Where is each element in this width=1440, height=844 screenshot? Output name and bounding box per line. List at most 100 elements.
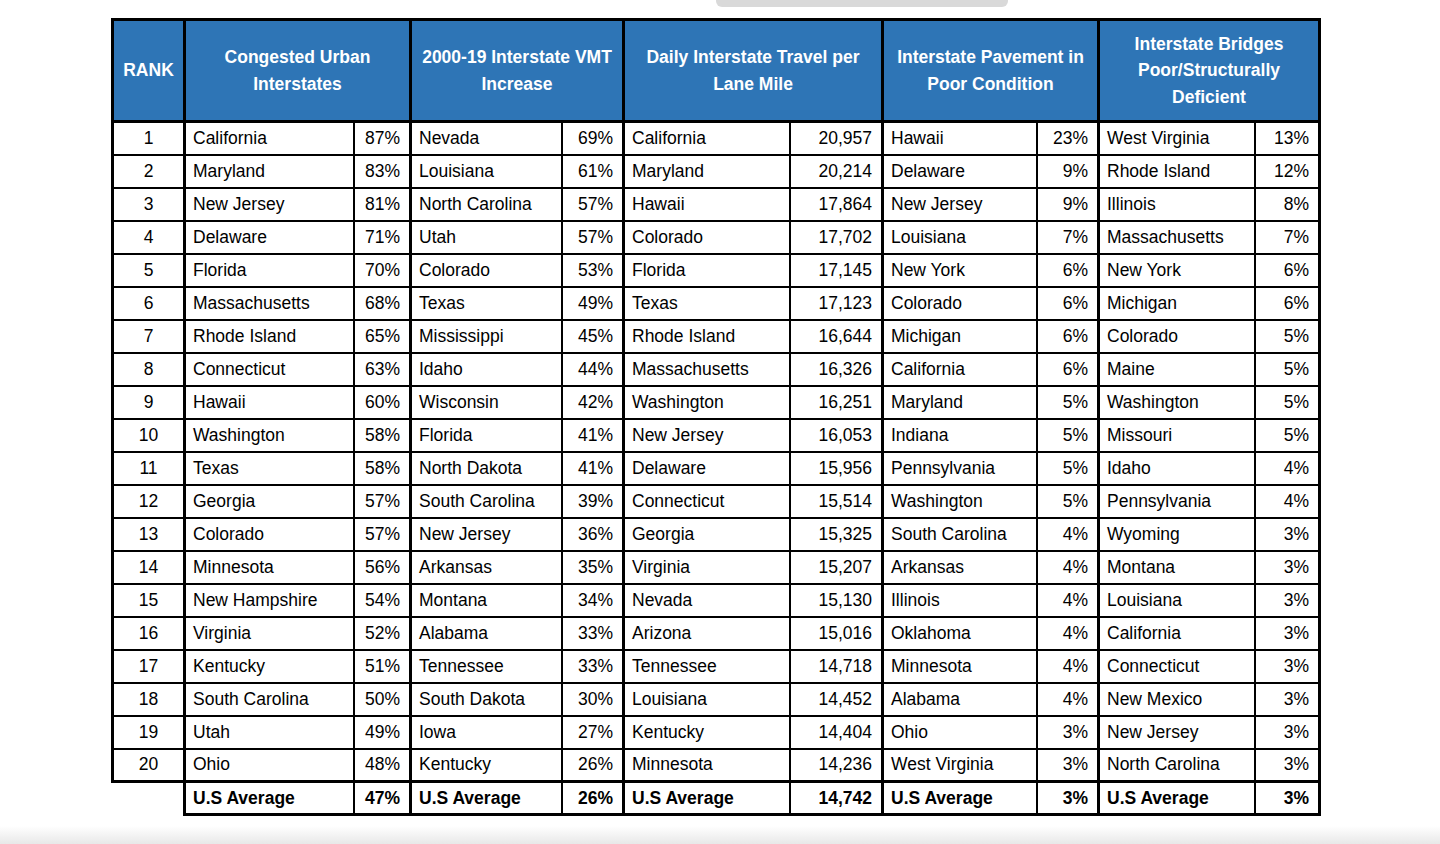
state-cell: Kentucky (185, 650, 354, 683)
value-cell: 61% (562, 155, 624, 188)
value-cell: 60% (354, 386, 411, 419)
value-cell: 9% (1037, 188, 1099, 221)
value-cell: 5% (1037, 419, 1099, 452)
value-cell: 3% (1255, 716, 1320, 749)
table-row: 3New Jersey81%North Carolina57%Hawaii17,… (113, 188, 1320, 221)
value-cell: 16,251 (790, 386, 883, 419)
value-cell: 35% (562, 551, 624, 584)
value-cell: 5% (1255, 386, 1320, 419)
state-cell: Florida (624, 254, 790, 287)
value-cell: 5% (1037, 485, 1099, 518)
state-cell: Montana (1099, 551, 1255, 584)
value-cell: 3% (1255, 518, 1320, 551)
state-cell: California (185, 122, 354, 155)
value-cell: 34% (562, 584, 624, 617)
rank-cell: 16 (113, 617, 185, 650)
state-cell: Minnesota (624, 749, 790, 782)
value-cell: 17,702 (790, 221, 883, 254)
table-row: 7Rhode Island65%Mississippi45%Rhode Isla… (113, 320, 1320, 353)
table-row: 14Minnesota56%Arkansas35%Virginia15,207A… (113, 551, 1320, 584)
state-cell: Arkansas (883, 551, 1037, 584)
us-average-label: U.S Average (185, 782, 354, 815)
rank-cell: 9 (113, 386, 185, 419)
us-average-value: 47% (354, 782, 411, 815)
header-row: RANKCongested Urban Interstates2000-19 I… (113, 20, 1320, 122)
state-cell: Idaho (1099, 452, 1255, 485)
value-cell: 4% (1255, 485, 1320, 518)
rank-cell: 20 (113, 749, 185, 782)
value-cell: 14,236 (790, 749, 883, 782)
table-row: 11Texas58%North Dakota41%Delaware15,956P… (113, 452, 1320, 485)
state-cell: Hawaii (185, 386, 354, 419)
value-cell: 15,207 (790, 551, 883, 584)
value-cell: 8% (1255, 188, 1320, 221)
state-cell: North Dakota (411, 452, 562, 485)
state-cell: Florida (185, 254, 354, 287)
state-cell: Pennsylvania (1099, 485, 1255, 518)
value-cell: 39% (562, 485, 624, 518)
state-cell: Pennsylvania (883, 452, 1037, 485)
value-cell: 16,326 (790, 353, 883, 386)
state-cell: Connecticut (185, 353, 354, 386)
value-cell: 41% (562, 452, 624, 485)
state-cell: Delaware (883, 155, 1037, 188)
state-cell: New Jersey (185, 188, 354, 221)
state-cell: Maryland (883, 386, 1037, 419)
state-cell: Arizona (624, 617, 790, 650)
table-header: RANKCongested Urban Interstates2000-19 I… (113, 20, 1320, 122)
us-average-label: U.S Average (411, 782, 562, 815)
state-cell: Tennessee (411, 650, 562, 683)
state-cell: Indiana (883, 419, 1037, 452)
group-header-3: Daily Interstate Travel per Lane Mile (624, 20, 883, 122)
value-cell: 15,956 (790, 452, 883, 485)
value-cell: 68% (354, 287, 411, 320)
rank-cell: 6 (113, 287, 185, 320)
state-cell: Connecticut (1099, 650, 1255, 683)
table-row: 6Massachusetts68%Texas49%Texas17,123Colo… (113, 287, 1320, 320)
value-cell: 12% (1255, 155, 1320, 188)
value-cell: 87% (354, 122, 411, 155)
state-cell: Rhode Island (185, 320, 354, 353)
state-cell: Mississippi (411, 320, 562, 353)
rank-cell: 19 (113, 716, 185, 749)
rank-cell: 7 (113, 320, 185, 353)
value-cell: 58% (354, 452, 411, 485)
rank-cell: 1 (113, 122, 185, 155)
value-cell: 57% (562, 221, 624, 254)
value-cell: 7% (1037, 221, 1099, 254)
value-cell: 14,718 (790, 650, 883, 683)
state-cell: Ohio (185, 749, 354, 782)
state-cell: Wyoming (1099, 518, 1255, 551)
rank-cell: 17 (113, 650, 185, 683)
state-cell: Washington (883, 485, 1037, 518)
table-row: 10Washington58%Florida41%New Jersey16,05… (113, 419, 1320, 452)
value-cell: 70% (354, 254, 411, 287)
table-row: 9Hawaii60%Wisconsin42%Washington16,251Ma… (113, 386, 1320, 419)
state-cell: Rhode Island (624, 320, 790, 353)
state-cell: Illinois (1099, 188, 1255, 221)
table-row: 15New Hampshire54%Montana34%Nevada15,130… (113, 584, 1320, 617)
table-row: 12Georgia57%South Carolina39%Connecticut… (113, 485, 1320, 518)
value-cell: 15,514 (790, 485, 883, 518)
value-cell: 51% (354, 650, 411, 683)
state-cell: Michigan (1099, 287, 1255, 320)
state-cell: Rhode Island (1099, 155, 1255, 188)
state-cell: Alabama (411, 617, 562, 650)
state-cell: Massachusetts (1099, 221, 1255, 254)
rank-cell: 10 (113, 419, 185, 452)
value-cell: 3% (1255, 551, 1320, 584)
value-cell: 4% (1037, 650, 1099, 683)
state-cell: Missouri (1099, 419, 1255, 452)
table-row: 2Maryland83%Louisiana61%Maryland20,214De… (113, 155, 1320, 188)
value-cell: 3% (1255, 650, 1320, 683)
value-cell: 6% (1255, 254, 1320, 287)
state-cell: Hawaii (883, 122, 1037, 155)
state-cell: Texas (185, 452, 354, 485)
value-cell: 52% (354, 617, 411, 650)
top-scrollbar-artifact (716, 0, 1008, 7)
state-cell: South Carolina (411, 485, 562, 518)
page: RANKCongested Urban Interstates2000-19 I… (0, 0, 1440, 844)
state-cell: West Virginia (883, 749, 1037, 782)
value-cell: 3% (1255, 584, 1320, 617)
state-cell: Louisiana (411, 155, 562, 188)
